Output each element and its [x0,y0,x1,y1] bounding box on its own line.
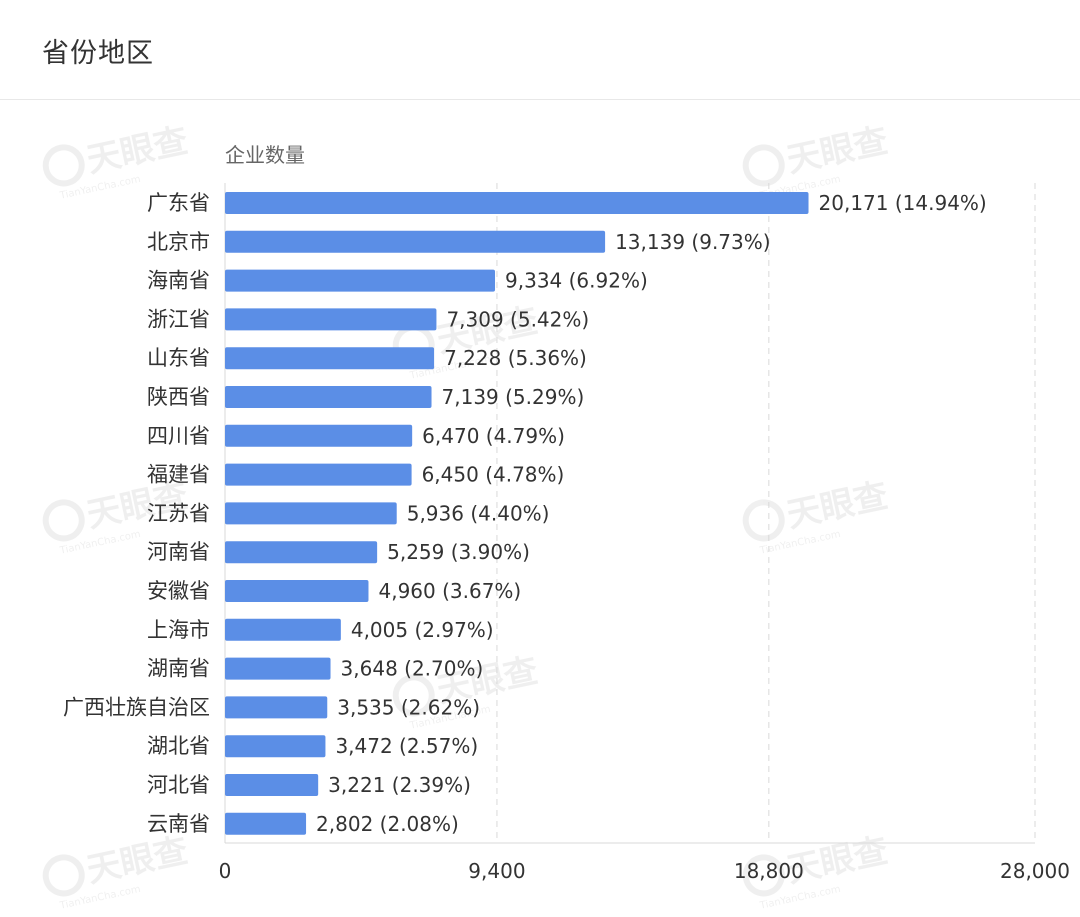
category-label: 北京市 [147,230,210,254]
category-label: 四川省 [147,424,210,448]
category-label: 湖南省 [147,657,210,681]
bar [225,541,378,564]
bar [225,696,328,719]
category-label: 浙江省 [147,307,210,331]
value-label: 13,139 (9.73%) [615,230,770,254]
x-tick-label: 0 [219,859,232,883]
y-axis-title: 企业数量 [225,143,305,167]
value-label: 3,535 (2.62%) [337,695,480,719]
value-label: 2,802 (2.08%) [316,812,459,836]
value-label: 4,960 (3.67%) [378,579,521,603]
value-label: 5,259 (3.90%) [387,540,530,564]
x-tick-label: 9,400 [468,859,525,883]
bar [225,269,496,292]
bar [225,386,432,408]
bar [225,657,331,680]
bar [225,424,413,447]
category-label: 广东省 [147,191,210,215]
bar [225,774,319,796]
svg-text:天眼查: 天眼查 [83,831,191,891]
value-label: 7,228 (5.36%) [444,346,587,370]
category-label: 湖北省 [147,734,210,758]
category-label: 山东省 [147,346,210,370]
value-label: 3,221 (2.39%) [328,773,471,797]
value-label: 7,309 (5.42%) [446,307,589,331]
value-label: 6,450 (4.78%) [422,463,565,487]
value-label: 9,334 (6.92%) [505,269,648,293]
svg-text:天眼查: 天眼查 [783,476,891,536]
category-label: 福建省 [147,463,210,487]
category-label: 陕西省 [147,385,210,409]
category-label: 上海市 [147,618,210,642]
section-header: 省份地区 [0,0,1080,100]
bar [225,463,412,486]
value-label: 6,470 (4.79%) [422,424,565,448]
bar [225,230,606,253]
category-label: 广西壮族自治区 [63,695,210,719]
x-tick-label: 18,800 [734,859,804,883]
category-label: 河南省 [147,540,210,564]
bar [225,735,326,758]
bar [225,580,369,602]
category-label: 河北省 [147,773,210,797]
x-tick-label: 28,000 [1000,859,1070,883]
bar [225,308,437,331]
bar [225,502,397,525]
value-label: 20,171 (14.94%) [819,191,987,215]
value-label: 4,005 (2.97%) [351,618,494,642]
value-label: 3,648 (2.70%) [341,657,484,681]
value-label: 7,139 (5.29%) [442,385,585,409]
category-label: 江苏省 [147,501,210,525]
value-label: 5,936 (4.40%) [407,501,550,525]
svg-text:天眼查: 天眼查 [783,121,891,181]
category-label: 安徽省 [147,579,210,603]
value-label: 3,472 (2.57%) [335,734,478,758]
bar [225,812,307,835]
category-label: 云南省 [147,812,210,836]
bar [225,347,435,370]
category-label: 海南省 [147,269,210,293]
section-title: 省份地区 [42,38,154,69]
bar [225,618,341,641]
bar [225,192,809,214]
svg-text:天眼查: 天眼查 [83,121,191,181]
